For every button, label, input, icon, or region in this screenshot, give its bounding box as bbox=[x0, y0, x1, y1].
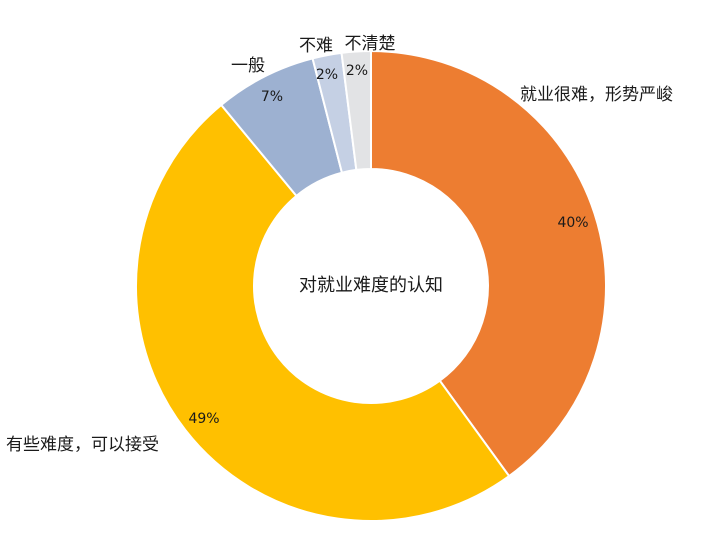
chart-title: 对就业难度的认知 bbox=[299, 275, 443, 296]
donut-slice-2 bbox=[135, 103, 511, 522]
slice-category-label-1: 就业很难，形势严峻 bbox=[520, 85, 673, 105]
donut-slice-1 bbox=[370, 49, 607, 478]
slice-category-label-4: 不难 bbox=[299, 36, 333, 56]
slices bbox=[135, 49, 607, 522]
slice-value-label-4: 2% bbox=[316, 67, 338, 83]
slice-value-label-3: 7% bbox=[261, 89, 283, 105]
donut-slice-5 bbox=[340, 49, 372, 172]
labels: 40% 就业很难，形势严峻 49% 有些难度，可以接受 7% 一般 2% 不难 2% 不清楚 bbox=[6, 34, 673, 455]
slice-value-label-5: 2% bbox=[346, 63, 368, 79]
slice-category-label-5: 不清楚 bbox=[345, 34, 396, 54]
slice-value-label-1: 40% bbox=[557, 215, 588, 231]
slice-value-label-2: 49% bbox=[188, 411, 219, 427]
slice-category-label-3: 一般 bbox=[231, 56, 265, 76]
slice-category-label-2: 有些难度，可以接受 bbox=[6, 435, 159, 455]
